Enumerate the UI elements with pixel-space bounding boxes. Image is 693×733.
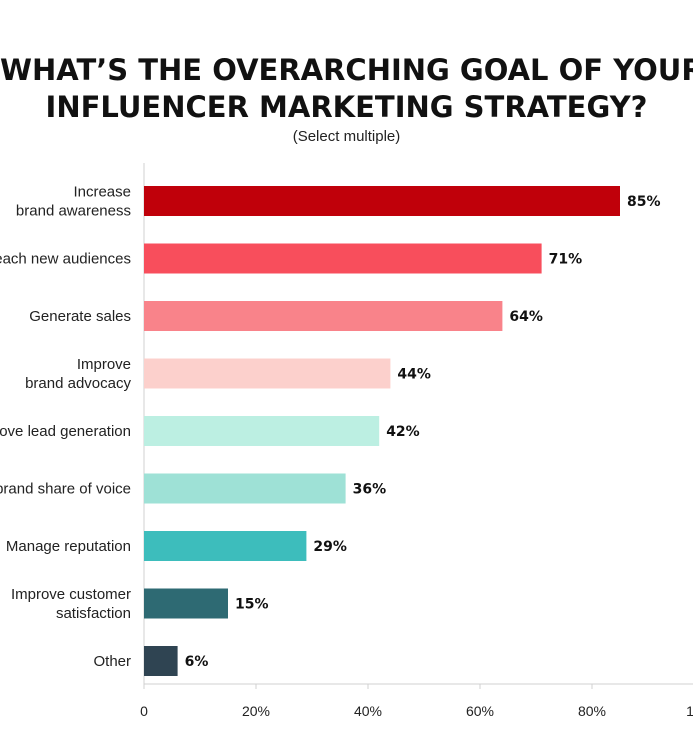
bar [144,358,391,389]
bar [144,531,307,561]
category-label: Improve customer satisfaction [11,586,131,622]
bar [144,301,503,331]
category-label: Increase brand awareness [16,184,131,220]
category-label: Improve lead generation [0,423,131,440]
x-tick-label: 40% [354,703,382,719]
category-label: Generate sales [29,308,131,325]
x-tick-label: 20% [242,703,270,719]
bar [144,473,346,504]
bar [144,243,542,274]
bar-value-label: 6% [185,654,209,670]
category-label: Reach new audiences [0,251,131,268]
bar-value-label: 64% [509,309,543,325]
bar [144,646,178,676]
x-tick-label: 100% [686,703,693,719]
category-label: Improve brand advocacy [25,356,131,392]
chart-subtitle: (Select multiple) [292,128,401,145]
bar-value-label: 85% [627,194,661,210]
x-tick-label: 80% [578,703,606,719]
bar-value-label: 42% [386,424,420,440]
x-tick-label: 60% [466,703,494,719]
bar [144,186,620,216]
bar-value-label: 15% [235,597,269,613]
bar-value-label: 44% [397,367,431,383]
chart-title-line-2: INFLUENCER MARKETING STRATEGY? [45,90,648,124]
x-tick-label: 0 [140,703,148,719]
chart-title-line-1: WHAT’S THE OVERARCHING GOAL OF YOUR [0,53,693,87]
bar-value-label: 71% [549,252,583,268]
category-label: Increase brand share of voice [0,481,131,498]
category-label: Manage reputation [6,538,131,555]
bar [144,416,380,446]
bar [144,588,228,619]
bar-value-label: 36% [353,482,387,498]
bar-value-label: 29% [313,539,347,555]
category-label: Other [93,653,131,670]
